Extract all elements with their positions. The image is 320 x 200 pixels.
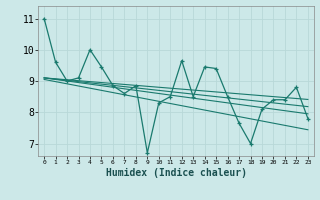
X-axis label: Humidex (Indice chaleur): Humidex (Indice chaleur) [106,168,246,178]
